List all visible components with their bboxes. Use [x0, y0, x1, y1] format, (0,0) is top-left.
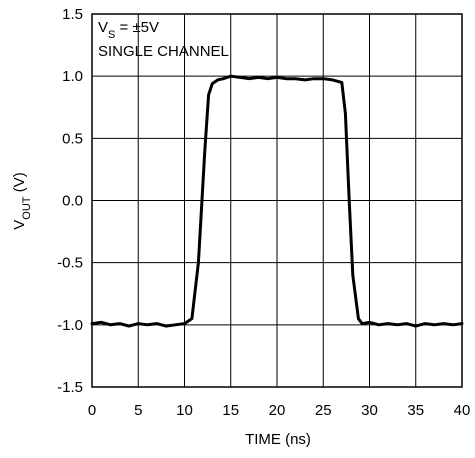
x-tick-label: 5 [134, 402, 142, 419]
y-tick-label: 1.0 [62, 68, 83, 85]
y-tick-label: -1.5 [57, 379, 83, 396]
x-axis-label: TIME (ns) [245, 431, 311, 448]
plot-frame [91, 13, 463, 388]
x-tick-label: 10 [176, 402, 193, 419]
x-tick-label: 35 [407, 402, 424, 419]
x-tick-label: 0 [88, 402, 96, 419]
annotation-channel: SINGLE CHANNEL [98, 43, 229, 60]
y-tick-label: -1.0 [57, 317, 83, 334]
x-tick-label: 25 [315, 402, 332, 419]
grid [92, 14, 462, 387]
y-tick-label: -0.5 [57, 255, 83, 272]
y-tick-label: 0.5 [62, 130, 83, 147]
y-tick-label: 0.0 [62, 193, 83, 210]
series-line [90, 74, 464, 328]
y-tick-labels: 1.5 1.0 0.5 0.0 -0.5 -1.0 -1.5 [57, 6, 83, 396]
x-tick-label: 15 [222, 402, 239, 419]
x-tick-label: 20 [269, 402, 286, 419]
annotation-supply: VS = ±5V [98, 19, 159, 41]
x-tick-label: 30 [361, 402, 378, 419]
y-tick-label: 1.5 [62, 6, 83, 23]
x-tick-label: 40 [454, 402, 471, 419]
x-tick-labels: 0 5 10 15 20 25 30 35 40 [88, 402, 471, 419]
y-axis-label: VOUT (V) [11, 172, 33, 229]
